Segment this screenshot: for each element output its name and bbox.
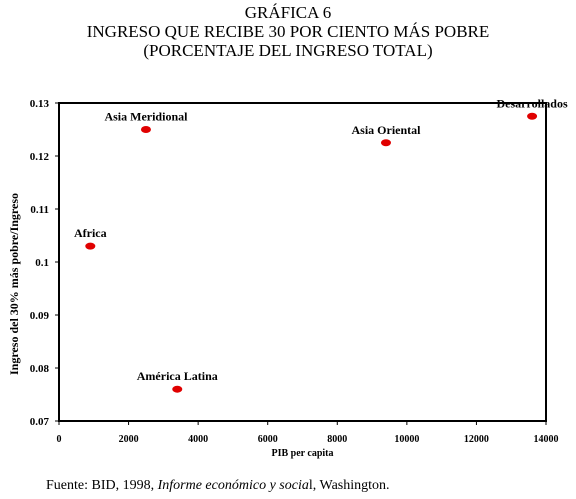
y-tick-label: 0.12 (30, 151, 50, 163)
scatter-chart: 0 2000 4000 6000 8000 10000 12000 14000 0.07 0.08… (7, 96, 568, 459)
y-tick-label: 0.07 (30, 416, 50, 428)
x-tick-label: 8000 (327, 434, 347, 445)
y-tick-label: 0.11 (30, 204, 49, 216)
x-tick-label: 4000 (188, 434, 208, 445)
x-tick-label: 12000 (464, 434, 489, 445)
point-label: Africa (74, 226, 107, 240)
source-suffix: l, Washington. (308, 478, 390, 493)
y-tick-label: 0.13 (30, 98, 50, 110)
plot-frame (58, 102, 547, 422)
chart-title: INGRESO QUE RECIBE 30 POR CIENTO MÁS POB… (86, 22, 490, 41)
source-title: Informe económico y socia (157, 478, 309, 493)
figure-label: GRÁFICA 6 (244, 3, 332, 22)
y-tick-label: 0.1 (35, 257, 49, 269)
data-point (527, 112, 538, 120)
point-label: América Latina (137, 369, 218, 383)
point-label: Asia Meridional (104, 110, 188, 124)
x-tick-label: 0 (57, 434, 62, 445)
x-tick-label: 6000 (258, 434, 278, 445)
chart-subtitle: (PORCENTAJE DEL INGRESO TOTAL) (143, 41, 433, 60)
data-point (140, 126, 151, 133)
source-prefix: Fuente: BID, 1998, (46, 478, 158, 493)
data-point (85, 242, 96, 250)
x-axis-label: PIB per capita (271, 448, 333, 459)
x-tick-label: 10000 (394, 434, 419, 445)
data-point (172, 385, 183, 393)
data-point (380, 139, 391, 147)
y-tick-label: 0.08 (30, 363, 50, 375)
source-note: Fuente: BID, 1998, Informe económico y s… (46, 478, 390, 494)
point-label: Asia Oriental (351, 123, 421, 137)
y-tick-label: 0.09 (30, 310, 50, 322)
x-tick-label: 2000 (119, 434, 139, 445)
y-axis-label: Ingreso del 30% más pobre/Ingreso (7, 193, 21, 375)
point-label: Desarrollados (497, 96, 568, 110)
x-tick-label: 14000 (534, 434, 559, 445)
